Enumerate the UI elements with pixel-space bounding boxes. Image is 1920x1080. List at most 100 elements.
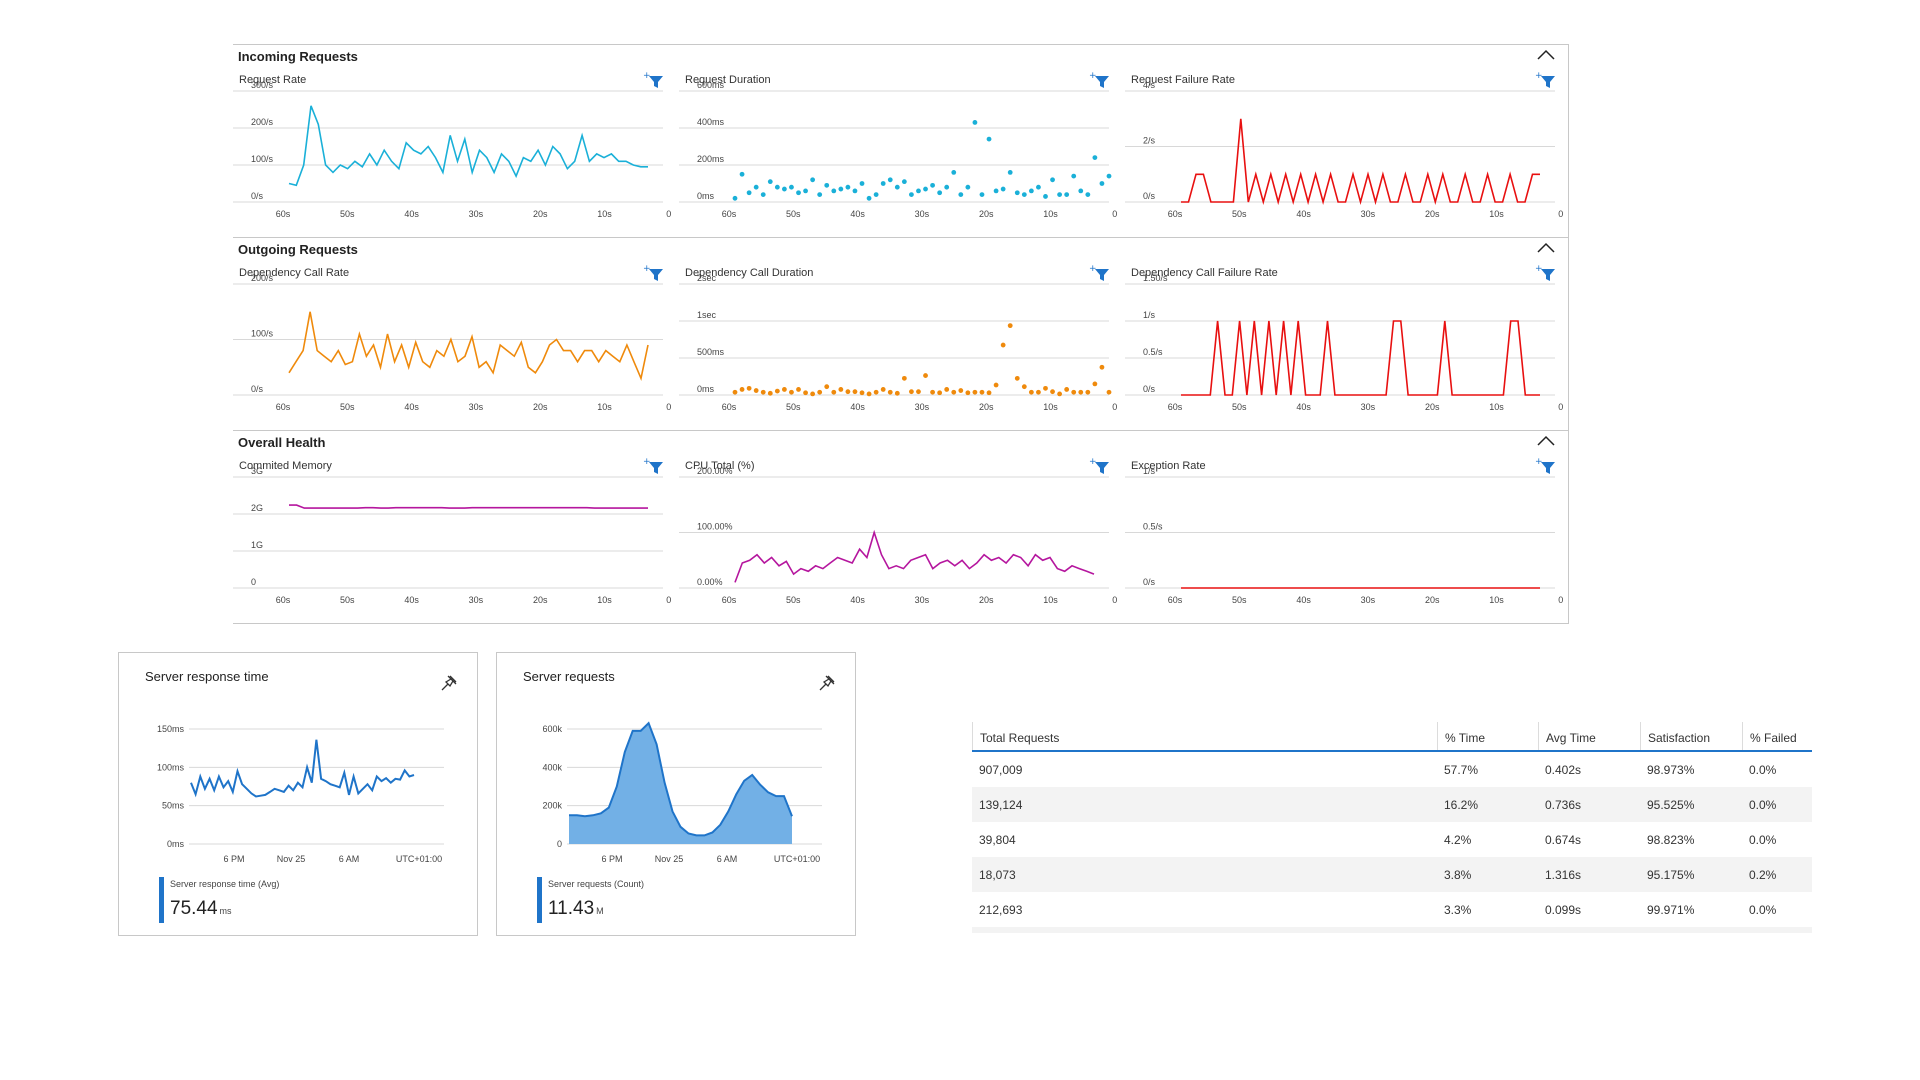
y-tick-label: 200k <box>542 801 562 811</box>
table-row[interactable]: 212,693 3.3% 0.099s 99.971% 0.0% <box>972 892 1812 927</box>
collapse-chevron-icon[interactable] <box>1535 241 1557 255</box>
x-tick-label: 40s <box>850 209 865 219</box>
data-point <box>1036 389 1041 395</box>
y-tick-label: 1sec <box>697 310 717 320</box>
y-tick-label: 1/s <box>1143 466 1156 476</box>
data-point <box>979 389 985 395</box>
legend-value-number: 75.44 <box>170 898 218 919</box>
add-filter-icon[interactable]: + <box>643 71 665 89</box>
data-point <box>753 388 759 393</box>
add-filter-icon[interactable]: + <box>643 264 665 282</box>
metric-tile[interactable]: Server response time 150ms 100ms 50ms 0ms 6 P… <box>118 652 478 936</box>
chart-title: CPU Total (%) <box>685 460 755 472</box>
y-tick-label: 3G <box>251 466 263 476</box>
column-header-satisfaction[interactable]: Satisfaction <box>1640 722 1742 750</box>
x-tick-label: 0 <box>1112 209 1117 219</box>
add-filter-icon[interactable]: + <box>643 457 665 475</box>
x-tick-label: 0 <box>1558 209 1563 219</box>
y-tick-label: 0.00% <box>697 577 723 587</box>
data-point <box>1064 387 1070 392</box>
legend-color-bar <box>159 877 164 923</box>
x-tick-label: 60s <box>1168 595 1183 605</box>
series-line <box>190 739 415 798</box>
table-row[interactable]: 139,124 16.2% 0.736s 95.525% 0.0% <box>972 787 1812 822</box>
collapse-chevron-icon[interactable] <box>1535 48 1557 62</box>
data-point <box>824 384 830 390</box>
column-header-total-requests[interactable]: Total Requests <box>972 722 1437 750</box>
x-tick-label: 10s <box>1043 402 1058 412</box>
add-filter-icon[interactable]: + <box>1089 264 1111 282</box>
data-point <box>796 190 801 196</box>
table-row[interactable]: 39,804 4.2% 0.674s 98.823% 0.0% <box>972 822 1812 857</box>
table-row[interactable]: 18,073 3.8% 1.316s 95.175% 0.2% <box>972 857 1812 892</box>
data-point <box>1028 188 1034 194</box>
collapse-chevron-icon[interactable] <box>1535 434 1557 448</box>
y-tick-label: 100/s <box>251 329 274 339</box>
data-point <box>930 182 935 188</box>
data-point <box>1092 381 1098 387</box>
data-point <box>753 184 759 190</box>
cell-percent-failed: 0.0% <box>1749 798 1777 812</box>
series-line <box>288 105 648 187</box>
series-line <box>1181 118 1540 206</box>
pin-icon[interactable] <box>439 673 459 693</box>
y-tick-label: 0/s <box>1143 384 1156 394</box>
chart-plot: 1.50/s 1/s 0.5/s 0/s 60s 50s 40s 30s 20s 10s 0 <box>1125 273 1563 412</box>
y-tick-label: 150ms <box>157 724 185 734</box>
add-filter-icon[interactable]: + <box>1535 71 1557 89</box>
x-tick-label: UTC+01:00 <box>774 854 820 864</box>
x-tick-label: 10s <box>1043 209 1058 219</box>
add-filter-icon[interactable]: + <box>1089 71 1111 89</box>
column-header-percent-failed[interactable]: % Failed <box>1742 722 1812 750</box>
svg-text:+: + <box>643 71 651 81</box>
data-point <box>817 192 823 197</box>
x-tick-label: 30s <box>915 209 930 219</box>
metric-chart: Dependency Call Duration +2sec 1sec 500ms 0m… <box>679 260 1119 425</box>
add-filter-icon[interactable]: + <box>1535 264 1557 282</box>
chart-title: Request Duration <box>685 74 771 86</box>
x-tick-label: 0 <box>1112 402 1117 412</box>
add-filter-icon[interactable]: + <box>1089 457 1111 475</box>
column-header-avg-time[interactable]: Avg Time <box>1538 722 1640 750</box>
x-tick-label: 20s <box>1425 595 1440 605</box>
x-tick-label: 20s <box>979 209 994 219</box>
x-tick-label: 50s <box>786 209 801 219</box>
chart-title: Request Failure Rate <box>1131 74 1235 86</box>
cell-total-requests: 39,804 <box>979 833 1016 847</box>
column-header-percent-time[interactable]: % Time <box>1437 722 1538 750</box>
table-body: 907,009 57.7% 0.402s 98.973% 0.0% 139,124 16.2… <box>972 752 1812 927</box>
x-tick-label: 50s <box>340 402 355 412</box>
x-tick-label: 60s <box>1168 209 1183 219</box>
data-point <box>774 388 780 394</box>
data-point <box>1064 192 1070 197</box>
data-point <box>1021 192 1027 197</box>
metric-group: Incoming Requests Request Rate +300/s 200/s… <box>233 45 1569 238</box>
data-point <box>824 182 830 188</box>
series-line <box>734 529 1095 583</box>
tile-chart: 150ms 100ms 50ms 0ms 6 PM Nov 25 6 AM UTC+01:00 <box>157 724 444 864</box>
pin-icon[interactable] <box>817 673 837 693</box>
data-point <box>916 188 921 194</box>
data-point <box>1078 389 1084 395</box>
data-point <box>993 188 999 194</box>
add-filter-icon[interactable]: + <box>1535 457 1557 475</box>
x-tick-label: 10s <box>597 402 612 412</box>
requests-table: Total Requests % Time Avg Time Satisfact… <box>972 722 1812 933</box>
x-tick-label: 40s <box>1296 595 1311 605</box>
x-tick-label: 30s <box>469 595 484 605</box>
data-point <box>916 389 921 395</box>
x-tick-label: 20s <box>533 402 548 412</box>
x-tick-label: 30s <box>915 402 930 412</box>
x-tick-label: 60s <box>276 595 291 605</box>
data-point <box>965 184 971 190</box>
data-point <box>1099 181 1105 186</box>
svg-text:+: + <box>643 264 651 274</box>
cell-total-requests: 18,073 <box>979 868 1016 882</box>
metric-tile[interactable]: Server requests 600k 400k 200k 0 6 PM Nov 25 6 … <box>496 652 856 936</box>
y-tick-label: 200ms <box>697 154 725 164</box>
cell-percent-failed: 0.0% <box>1749 903 1777 917</box>
data-point <box>746 190 752 196</box>
data-point <box>1036 184 1041 190</box>
table-row[interactable]: 907,009 57.7% 0.402s 98.973% 0.0% <box>972 752 1812 787</box>
x-tick-label: 20s <box>979 595 994 605</box>
